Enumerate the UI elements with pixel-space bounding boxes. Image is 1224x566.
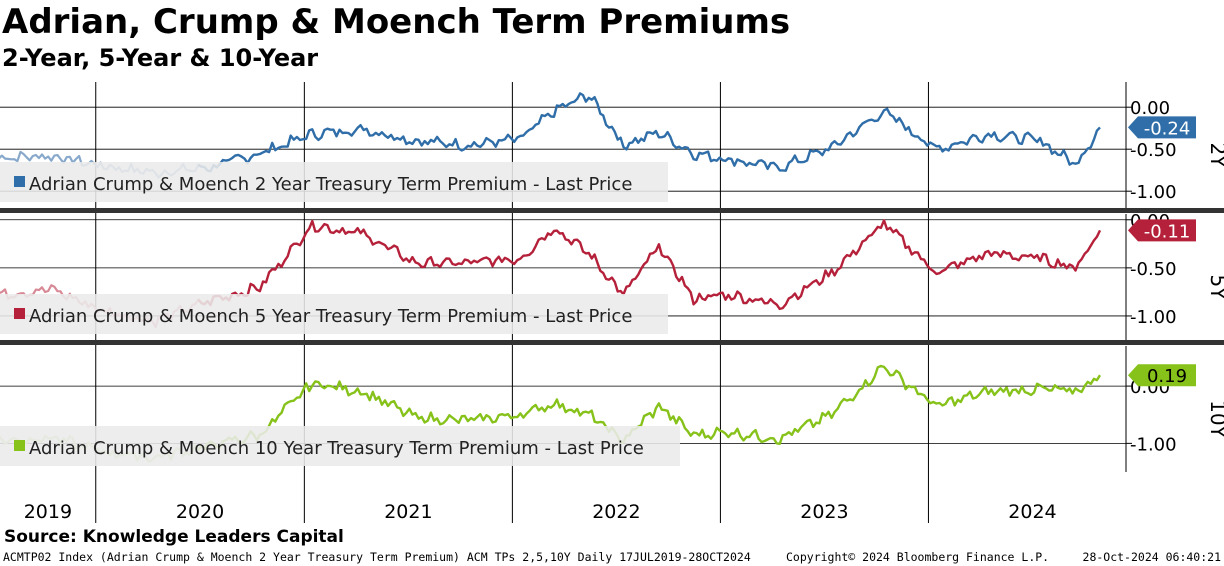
panel-label: 5Y: [1206, 275, 1224, 301]
legend-swatch: [14, 440, 25, 451]
y-tick-label: -0.50: [1130, 140, 1177, 161]
legend-label: Adrian Crump & Moench 5 Year Treasury Te…: [29, 306, 632, 327]
source-note: Source: Knowledge Leaders Capital: [4, 527, 344, 547]
y-tick-label: 0.00: [1130, 98, 1170, 119]
x-tick-label: 2022: [592, 501, 640, 523]
last-value-tag: [1128, 364, 1196, 387]
x-tick-label: 2021: [384, 501, 432, 523]
last-value-label: 0.19: [1147, 366, 1187, 387]
x-tick-label: 2023: [800, 501, 848, 523]
legend-swatch: [14, 176, 25, 187]
axis-layer: 2019 2020 2021 2022 2023 2024 0.00 -0.50 -1.00 -0…: [0, 82, 1224, 523]
panel-label: 2Y: [1206, 143, 1224, 169]
last-value-label: -0.24: [1144, 118, 1191, 139]
footer-ticker-info: ACMTP02 Index (Adrian Crump & Moench 2 Y…: [3, 550, 751, 564]
y-tick-label: -1.00: [1130, 307, 1177, 328]
legend-label: Adrian Crump & Moench 10 Year Treasury T…: [29, 438, 644, 459]
page-subtitle: 2-Year, 5-Year & 10-Year: [2, 44, 319, 72]
series-line-5Y: [197, 219, 1102, 311]
x-tick-label: 2024: [1008, 501, 1056, 523]
page-title: Adrian, Crump & Moench Term Premiums: [2, 2, 791, 42]
series-layer: [0, 92, 1102, 463]
legend-label: Adrian Crump & Moench 2 Year Treasury Te…: [29, 174, 632, 195]
legend-layer: Adrian Crump & Moench 2 Year Treasury Te…: [0, 162, 680, 466]
legend-box: [0, 294, 668, 334]
last-value-tag: [1128, 116, 1196, 139]
last-value-tag: [1128, 219, 1196, 242]
legend-box: [0, 426, 680, 466]
footer-copyright: Copyright© 2024 Bloomberg Finance L.P.: [786, 550, 1050, 564]
legend-swatch: [14, 308, 25, 319]
x-tick-label: 2020: [176, 501, 224, 523]
series-line-2Y: [197, 92, 1101, 173]
panel-label: 10Y: [1206, 400, 1224, 438]
series-line-10Y: [197, 364, 1102, 451]
x-tick-label: 2019: [24, 501, 72, 523]
footer-timestamp: 28-Oct-2024 06:40:21: [1082, 550, 1221, 564]
panel-separator: [0, 208, 1224, 213]
y-tick-label: -1.00: [1130, 434, 1177, 455]
legend-box: [0, 162, 668, 202]
panel-separator: [0, 340, 1224, 345]
last-value-label: -0.11: [1144, 221, 1191, 242]
y-tick-label: -0.50: [1130, 259, 1177, 280]
y-tick-label: -1.00: [1130, 182, 1177, 203]
